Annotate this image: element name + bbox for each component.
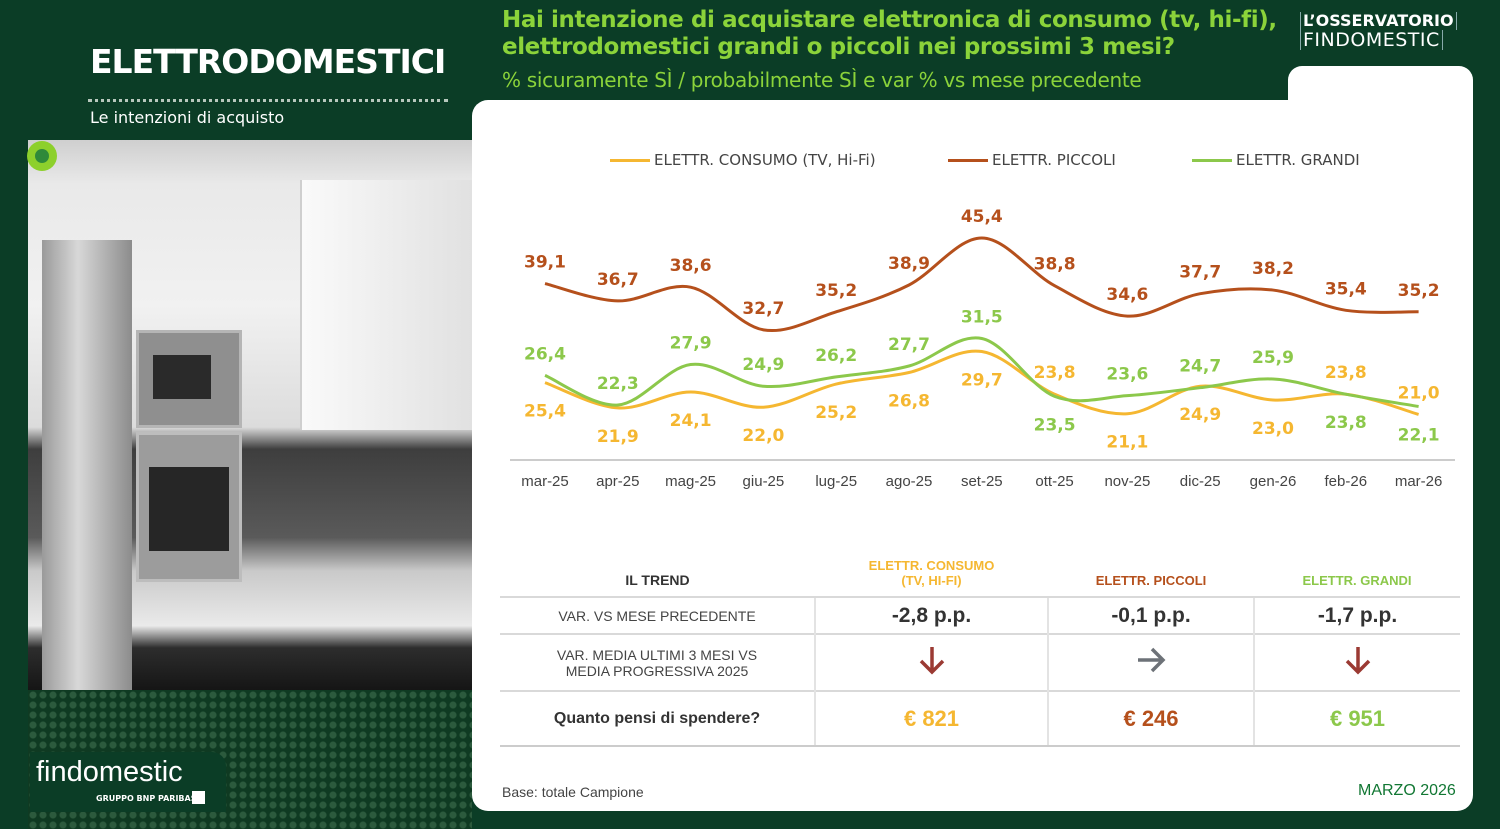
th-trend: IL TREND xyxy=(625,572,690,588)
th-consumo: ELETTR. CONSUMO (TV, HI-FI) xyxy=(868,558,995,588)
bnp-icon xyxy=(192,791,205,804)
spend-consumo: € 821 xyxy=(814,690,1048,747)
x-tick-label: ott-25 xyxy=(1035,473,1073,490)
data-label: 26,8 xyxy=(888,392,930,412)
question-title: Hai intenzione di acquistare elettronica… xyxy=(502,7,1277,60)
base-note: Base: totale Campione xyxy=(502,784,644,800)
data-label: 26,4 xyxy=(524,344,566,364)
data-label: 24,7 xyxy=(1179,357,1221,377)
spend-piccoli: € 246 xyxy=(1047,690,1254,747)
spend-grandi: € 951 xyxy=(1253,690,1460,747)
data-label: 38,2 xyxy=(1252,259,1294,279)
x-tick-label: mar-26 xyxy=(1395,473,1443,490)
arrow-down-icon xyxy=(1253,633,1460,691)
x-tick-label: dic-25 xyxy=(1180,473,1221,490)
th-grandi: ELETTR. GRANDI xyxy=(1302,573,1412,588)
data-label: 22,1 xyxy=(1398,425,1440,445)
legend-label: ELETTR. CONSUMO (TV, Hi-Fi) xyxy=(654,151,876,169)
x-tick-label: set-25 xyxy=(961,473,1003,490)
data-label: 37,7 xyxy=(1179,263,1221,283)
brand-line2: FINDOMESTIC xyxy=(1300,30,1443,50)
data-label: 22,3 xyxy=(597,374,639,394)
x-tick-label: giu-25 xyxy=(743,473,785,490)
x-tick-label: gen-26 xyxy=(1250,473,1297,490)
data-label: 26,2 xyxy=(815,346,857,366)
logo-group: GRUPPO BNP PARIBAS xyxy=(96,794,197,803)
data-label: 23,8 xyxy=(1325,363,1367,383)
x-tick-label: apr-25 xyxy=(596,473,639,490)
legend-grandi: ELETTR. GRANDI xyxy=(1192,151,1360,169)
data-label: 22,0 xyxy=(742,426,784,446)
page-subtitle: Le intenzioni di acquisto xyxy=(90,108,285,127)
data-label: 23,8 xyxy=(1325,413,1367,433)
x-tick-label: lug-25 xyxy=(815,473,857,490)
page-title: ELETTRODOMESTICI xyxy=(90,42,446,81)
row-label: Quanto pensi di spendere? xyxy=(500,690,815,747)
data-label: 35,2 xyxy=(1398,281,1440,301)
data-label: 32,7 xyxy=(742,299,784,319)
series-line xyxy=(544,349,1420,416)
th-piccoli: ELETTR. PICCOLI xyxy=(1095,573,1207,588)
var-grandi: -1,7 p.p. xyxy=(1253,596,1460,634)
data-label: 38,8 xyxy=(1034,255,1076,275)
data-label: 38,9 xyxy=(888,254,930,274)
arrow-right-icon xyxy=(1047,633,1254,691)
data-label: 34,6 xyxy=(1106,285,1148,305)
x-tick-label: feb-26 xyxy=(1325,473,1368,490)
brand-line1: L’OSSERVATORIO xyxy=(1300,12,1457,30)
eye-icon xyxy=(27,141,57,171)
arrow-down-icon xyxy=(814,633,1048,691)
data-label: 25,9 xyxy=(1252,348,1294,368)
legend-swatch xyxy=(1192,158,1232,162)
x-tick-label: ago-25 xyxy=(886,473,933,490)
data-label: 25,2 xyxy=(815,403,857,423)
data-label: 24,9 xyxy=(742,355,784,375)
data-label: 45,4 xyxy=(961,207,1003,227)
legend-swatch xyxy=(610,158,650,162)
report-date: MARZO 2026 xyxy=(1358,782,1456,799)
trend-table: IL TREND ELETTR. CONSUMO (TV, HI-FI) ELET… xyxy=(500,553,1460,747)
legend-label: ELETTR. GRANDI xyxy=(1236,151,1360,169)
legend-consumo: ELETTR. CONSUMO (TV, Hi-Fi) xyxy=(610,151,876,169)
data-label: 21,1 xyxy=(1106,433,1148,453)
question-subtitle: % sicuramente SÌ / probabilmente SÌ e va… xyxy=(502,68,1142,92)
data-label: 38,6 xyxy=(670,256,712,276)
data-label: 23,6 xyxy=(1106,365,1148,385)
data-label: 25,4 xyxy=(524,402,566,422)
data-label: 27,7 xyxy=(888,335,930,355)
data-label: 27,9 xyxy=(670,334,712,354)
x-tick-label: nov-25 xyxy=(1104,473,1150,490)
row-label: VAR. VS MESE PRECEDENTE xyxy=(500,596,815,634)
data-label: 24,9 xyxy=(1179,405,1221,425)
series-line xyxy=(544,236,1419,333)
row-label: VAR. MEDIA ULTIMI 3 MESI VS MEDIA PROGRES… xyxy=(500,633,815,691)
data-label: 23,0 xyxy=(1252,419,1294,439)
data-label: 23,5 xyxy=(1034,415,1076,435)
data-label: 21,9 xyxy=(597,427,639,447)
data-label: 29,7 xyxy=(961,371,1003,391)
var-piccoli: -0,1 p.p. xyxy=(1047,596,1254,634)
data-label: 23,8 xyxy=(1034,363,1076,383)
series-line xyxy=(544,336,1419,408)
var-consumo: -2,8 p.p. xyxy=(814,596,1048,634)
legend-label: ELETTR. PICCOLI xyxy=(992,151,1116,169)
logo-text: findomestic xyxy=(36,756,183,788)
kitchen-photo xyxy=(28,140,472,692)
data-label: 21,0 xyxy=(1398,383,1440,403)
x-tick-label: mar-25 xyxy=(521,473,569,490)
legend-swatch xyxy=(948,158,988,162)
data-label: 24,1 xyxy=(670,411,712,431)
data-label: 36,7 xyxy=(597,270,639,290)
dotted-divider xyxy=(88,99,448,102)
legend-piccoli: ELETTR. PICCOLI xyxy=(948,151,1116,169)
x-tick-label: mag-25 xyxy=(665,473,716,490)
data-label: 31,5 xyxy=(961,308,1003,328)
data-label: 35,2 xyxy=(815,281,857,301)
data-label: 39,1 xyxy=(524,253,566,273)
data-label: 35,4 xyxy=(1325,279,1367,299)
